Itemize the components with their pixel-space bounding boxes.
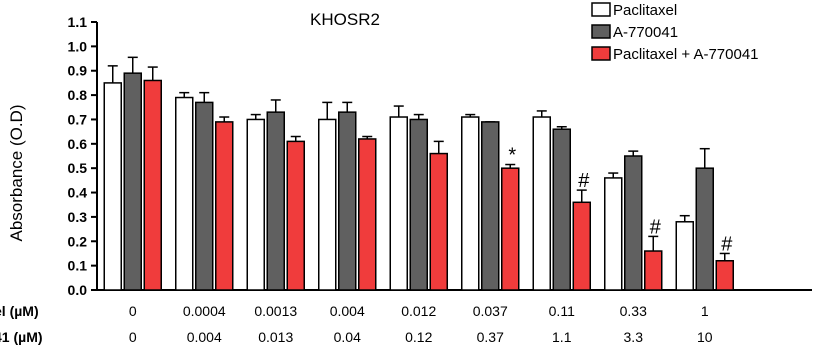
bar — [338, 111, 357, 291]
x-tick-label-paclitaxel: 0.0004 — [183, 303, 226, 319]
y-tick-label: 0.1 — [68, 258, 88, 274]
bar — [552, 128, 571, 291]
y-tick-label: 0.5 — [68, 160, 88, 176]
bar — [286, 140, 305, 291]
row-label-a770041: 41 (µM) — [0, 329, 43, 345]
y-tick-label: 0.8 — [68, 87, 88, 103]
y-tick-label: 0.2 — [68, 233, 88, 249]
x-tick-label-a770041: 0.004 — [187, 329, 222, 345]
chart-title: KHOSR2 — [310, 10, 380, 29]
bar — [318, 118, 337, 291]
bar — [389, 116, 408, 291]
x-tick-label-paclitaxel: 0.037 — [473, 303, 508, 319]
bar — [675, 221, 694, 291]
bar — [215, 121, 234, 291]
significance-marker: # — [578, 170, 590, 192]
category-labels: 0 0 0.0004 0.004 0.0013 0.013 0.004 0.04 0.012 0.… — [129, 303, 713, 345]
bar — [644, 250, 663, 291]
y-tick-label: 1.0 — [68, 38, 88, 54]
bar — [429, 152, 448, 291]
x-tick-label-paclitaxel: 0.0013 — [254, 303, 297, 319]
legend: Paclitaxel A-770041 Paclitaxel + A-770041 — [591, 2, 759, 63]
bar — [481, 121, 500, 291]
x-tick-label-paclitaxel: 0.33 — [620, 303, 647, 319]
bar — [624, 155, 643, 291]
bar — [572, 201, 591, 291]
legend-label: Paclitaxel + A-770041 — [613, 46, 759, 63]
y-axis-label: Absorbance (O.D) — [7, 105, 26, 242]
y-tick-label: 0.4 — [68, 185, 88, 201]
legend-label: A-770041 — [613, 24, 678, 41]
x-tick-label-a770041: 3.3 — [624, 329, 644, 345]
x-tick-label-paclitaxel: 0.004 — [330, 303, 365, 319]
x-tick-label-paclitaxel: 0.012 — [401, 303, 436, 319]
bar — [604, 177, 623, 291]
bar — [695, 167, 714, 291]
y-tick-label: 1.1 — [68, 14, 88, 30]
x-tick-label-a770041: 1.1 — [552, 329, 572, 345]
bars: * # # # — [103, 56, 734, 291]
x-tick-label-a770041: 0.013 — [258, 329, 293, 345]
x-tick-label-a770041: 0.37 — [477, 329, 504, 345]
y-tick-label: 0.7 — [68, 111, 88, 127]
x-tick-label-paclitaxel: 0.11 — [549, 303, 575, 319]
significance-marker: # — [721, 233, 733, 255]
x-tick-label-paclitaxel: 0 — [129, 303, 137, 319]
row-label-paclitaxel: el (µM) — [0, 303, 39, 319]
significance-marker: * — [508, 145, 516, 167]
legend-swatch — [591, 46, 611, 61]
y-axis: 0.0 0.1 0.2 0.3 0.4 0.5 0.6 0.7 0.8 0.9 1.0 1.1 — [68, 14, 98, 298]
bar — [143, 79, 162, 291]
bar — [715, 260, 734, 291]
x-tick-label-a770041: 0 — [129, 329, 137, 345]
y-tick-label: 0.6 — [68, 136, 88, 152]
y-tick-label: 0.0 — [68, 282, 88, 298]
bar — [175, 96, 194, 291]
bar — [358, 138, 377, 291]
bar — [103, 82, 122, 291]
bar — [461, 116, 480, 291]
bar — [195, 101, 214, 291]
bar — [246, 118, 265, 291]
bar — [501, 167, 520, 291]
y-tick-label: 0.9 — [68, 63, 88, 79]
bar — [123, 72, 142, 291]
legend-swatch — [591, 2, 611, 17]
significance-marker: # — [650, 216, 662, 238]
x-tick-label-a770041: 0.12 — [405, 329, 432, 345]
x-tick-label-paclitaxel: 1 — [701, 303, 709, 319]
bar — [266, 111, 285, 291]
y-tick-label: 0.3 — [68, 209, 88, 225]
legend-swatch — [591, 24, 611, 39]
bar — [409, 118, 428, 291]
x-tick-label-a770041: 10 — [697, 329, 713, 345]
x-tick-label-a770041: 0.04 — [334, 329, 361, 345]
legend-label: Paclitaxel — [613, 2, 677, 19]
bar — [532, 116, 551, 291]
